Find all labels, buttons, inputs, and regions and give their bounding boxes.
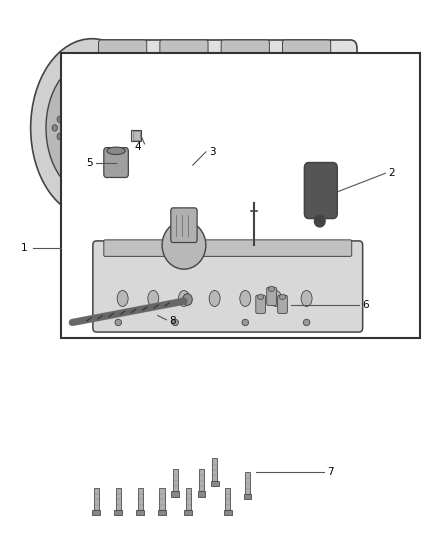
Ellipse shape [303, 319, 310, 326]
Ellipse shape [178, 290, 189, 306]
Ellipse shape [57, 116, 62, 123]
Text: 8: 8 [169, 317, 176, 326]
Ellipse shape [72, 99, 112, 157]
FancyBboxPatch shape [261, 152, 322, 200]
Bar [116, 488, 121, 512]
Ellipse shape [159, 142, 183, 166]
Bar [138, 488, 143, 512]
FancyBboxPatch shape [221, 40, 269, 72]
Bar [184, 510, 192, 515]
Bar [212, 458, 217, 482]
Ellipse shape [279, 294, 286, 300]
Bar [171, 491, 179, 497]
Ellipse shape [270, 290, 281, 306]
FancyBboxPatch shape [160, 40, 208, 72]
FancyBboxPatch shape [283, 40, 331, 72]
Bar [159, 488, 165, 512]
Ellipse shape [148, 290, 159, 306]
Bar [61, 53, 420, 338]
FancyBboxPatch shape [104, 148, 128, 177]
Text: 3: 3 [209, 147, 216, 157]
Bar [198, 491, 205, 497]
Bar [94, 488, 99, 512]
Bar [211, 481, 219, 486]
Bar [131, 130, 141, 141]
Text: 5: 5 [86, 158, 93, 167]
Bar [92, 510, 100, 515]
Bar [136, 510, 144, 515]
Ellipse shape [159, 68, 183, 92]
Ellipse shape [314, 215, 325, 227]
FancyBboxPatch shape [81, 40, 357, 216]
Ellipse shape [240, 290, 251, 306]
FancyBboxPatch shape [304, 163, 337, 219]
Ellipse shape [107, 147, 125, 155]
Ellipse shape [162, 221, 206, 269]
Bar [224, 510, 232, 515]
Bar [186, 488, 191, 512]
Ellipse shape [122, 133, 127, 140]
Ellipse shape [115, 319, 121, 326]
Ellipse shape [209, 290, 220, 306]
Ellipse shape [108, 110, 113, 116]
Ellipse shape [89, 142, 95, 148]
Text: 4: 4 [134, 142, 141, 151]
FancyBboxPatch shape [93, 241, 363, 332]
Text: 6: 6 [362, 300, 369, 310]
FancyBboxPatch shape [278, 295, 287, 313]
Text: 2: 2 [389, 168, 396, 178]
Ellipse shape [71, 110, 76, 116]
FancyBboxPatch shape [380, 105, 400, 135]
Ellipse shape [242, 319, 249, 326]
Bar [133, 131, 140, 140]
Ellipse shape [159, 106, 183, 130]
FancyBboxPatch shape [267, 287, 276, 305]
Ellipse shape [301, 290, 312, 306]
Ellipse shape [89, 108, 95, 114]
Ellipse shape [108, 140, 113, 146]
FancyBboxPatch shape [99, 40, 147, 72]
Bar [114, 510, 122, 515]
Ellipse shape [258, 294, 264, 300]
Text: 1: 1 [21, 243, 28, 253]
FancyBboxPatch shape [171, 208, 197, 243]
Bar [173, 469, 178, 493]
Ellipse shape [382, 75, 397, 181]
Bar [225, 488, 230, 512]
Ellipse shape [71, 140, 76, 146]
Ellipse shape [127, 125, 132, 131]
FancyBboxPatch shape [104, 240, 352, 256]
Bar [199, 469, 204, 493]
FancyBboxPatch shape [320, 64, 394, 192]
Bar [158, 510, 166, 515]
Ellipse shape [46, 61, 138, 195]
FancyBboxPatch shape [256, 295, 265, 313]
Ellipse shape [122, 116, 127, 123]
FancyBboxPatch shape [380, 148, 400, 177]
Bar [245, 472, 250, 496]
Ellipse shape [268, 286, 275, 292]
Ellipse shape [31, 39, 153, 217]
Ellipse shape [183, 294, 192, 305]
Ellipse shape [57, 133, 62, 140]
Text: 7: 7 [327, 467, 334, 477]
Ellipse shape [117, 290, 128, 306]
Ellipse shape [172, 319, 179, 326]
Bar [244, 494, 251, 499]
Ellipse shape [52, 125, 57, 131]
